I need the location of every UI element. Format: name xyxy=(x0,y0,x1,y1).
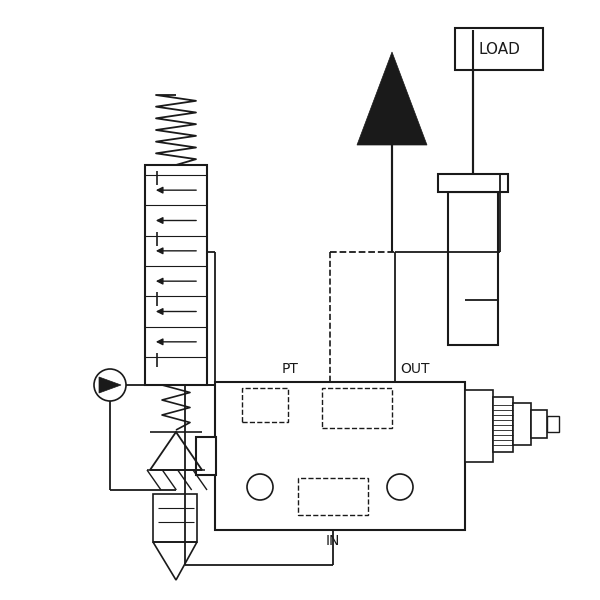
Text: LOAD: LOAD xyxy=(478,41,520,56)
Bar xyxy=(465,390,493,462)
Text: IN: IN xyxy=(326,534,340,548)
Polygon shape xyxy=(99,377,121,393)
Bar xyxy=(242,388,288,422)
Bar xyxy=(547,416,559,432)
Bar xyxy=(196,437,216,475)
Bar xyxy=(145,165,207,385)
Bar xyxy=(448,192,498,345)
Bar xyxy=(455,28,543,70)
Text: OUT: OUT xyxy=(400,362,430,376)
Bar xyxy=(531,410,547,438)
Bar xyxy=(513,403,531,445)
Bar xyxy=(298,478,368,515)
Bar xyxy=(153,494,197,542)
Bar xyxy=(493,397,513,452)
Bar xyxy=(438,174,508,192)
Polygon shape xyxy=(357,52,427,145)
Bar xyxy=(322,388,392,428)
Text: PT: PT xyxy=(281,362,298,376)
Bar xyxy=(215,382,465,530)
